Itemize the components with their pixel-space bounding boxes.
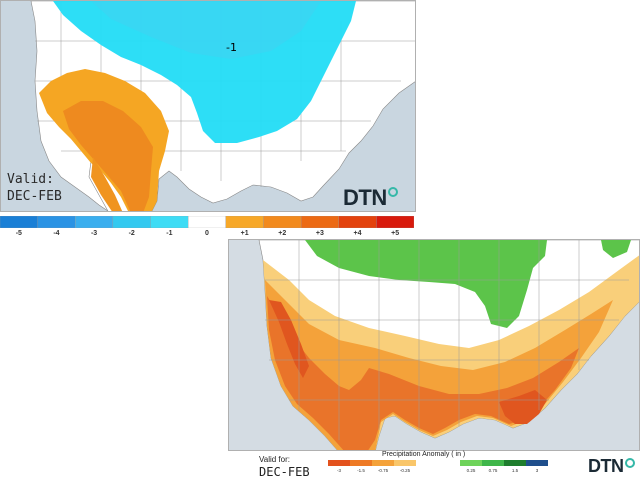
legend-swatch [504, 460, 526, 466]
valid-period: DEC-FEB [259, 465, 310, 479]
precipitation-legend-bar [328, 460, 548, 466]
valid-period: DEC-FEB [7, 189, 62, 204]
valid-label: Valid: [7, 172, 54, 187]
dtn-logo-text: DTN [343, 185, 387, 210]
legend-swatch [376, 216, 414, 228]
legend-swatch [75, 216, 114, 228]
legend-tick-label: -1 [166, 230, 173, 237]
legend-tick-label: +1 [240, 230, 249, 237]
temperature-anomaly-map: -1 Valid: DEC-FEB DTN [0, 0, 416, 212]
legend-tick-label: 0.75 [488, 468, 498, 473]
legend-tick-label: +4 [353, 230, 362, 237]
legend-swatch [150, 216, 189, 228]
state-borders [265, 240, 629, 440]
legend-tick-label: 0.25 [466, 468, 476, 473]
legend-swatch [416, 460, 438, 466]
legend-swatch [112, 216, 151, 228]
legend-swatch [300, 216, 339, 228]
legend-swatch [350, 460, 372, 466]
legend-swatch [394, 460, 416, 466]
warm-anomaly-core [63, 101, 153, 211]
legend-tick-label: -2 [128, 230, 135, 237]
precipitation-anomaly-map [228, 239, 640, 451]
valid-period-box: Valid: DEC-FEB [7, 171, 62, 205]
dtn-logo-dot-icon [387, 187, 398, 197]
legend-tick-label: -0.75 [377, 468, 389, 473]
legend-swatch [225, 216, 264, 228]
legend-tick-label: 1.5 [511, 468, 519, 473]
temperature-legend-bar [0, 216, 414, 228]
legend-swatch [188, 216, 226, 228]
legend-swatch [460, 460, 482, 466]
precipitation-legend-title: Precipitation Anomaly ( in ) [382, 451, 466, 458]
legend-tick-label: -1.5 [357, 468, 365, 473]
dry-strong-region [267, 296, 579, 450]
legend-tick-label: -5 [15, 230, 22, 237]
legend-swatch [482, 460, 504, 466]
precipitation-map-canvas [258, 240, 639, 450]
legend-tick-label: -3 [336, 468, 342, 473]
valid-label: Valid for: [259, 455, 290, 464]
dtn-logo: DTN [588, 456, 635, 477]
cold-anomaly-core [91, 1, 321, 59]
dtn-logo-text: DTN [588, 456, 624, 476]
legend-swatch [372, 460, 394, 466]
dtn-logo-dot-icon [624, 458, 635, 468]
legend-swatch [328, 460, 350, 466]
temperature-legend: -5 -4 -3 -2 -1 0 +1 +2 +3 +4 +5 [0, 216, 414, 244]
legend-tick-label: +2 [278, 230, 287, 237]
legend-swatch [0, 216, 38, 228]
legend-tick-label: 3 [535, 468, 539, 473]
legend-tick-label: -3 [90, 230, 98, 237]
legend-swatch [526, 460, 548, 466]
legend-tick-label: +5 [391, 230, 400, 237]
legend-swatch [37, 216, 76, 228]
legend-swatch [438, 460, 460, 466]
legend-tick-label: 0 [205, 230, 209, 237]
anomaly-contour-label: -1 [226, 41, 237, 54]
legend-tick-label: -0.25 [399, 468, 411, 473]
warm-baja-region [91, 157, 123, 211]
legend-swatch [338, 216, 377, 228]
valid-period-box: Valid for: DEC-FEB [259, 455, 310, 479]
dtn-logo: DTN [343, 185, 398, 211]
dry-core-southeast [499, 390, 547, 424]
legend-tick-label: +3 [315, 230, 324, 237]
temperature-map-canvas [30, 1, 415, 211]
legend-tick-label: -4 [53, 230, 60, 237]
wet-northeast-region [601, 240, 631, 258]
legend-swatch [263, 216, 302, 228]
wet-anomaly-region [305, 240, 547, 328]
